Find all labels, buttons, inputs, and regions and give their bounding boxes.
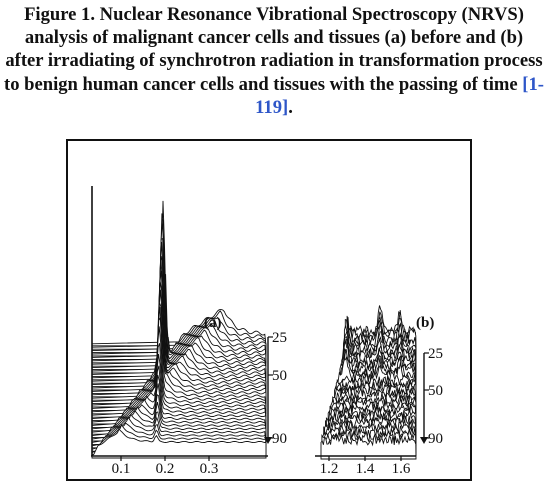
panel-b: 25 50 90 1.2 1.4 1.6 (b): [315, 305, 443, 477]
panel-b-trace: [320, 433, 417, 460]
panel-b-traces: [320, 305, 417, 460]
panel-b-depth-tick-50: 50: [428, 383, 443, 399]
panel-b-depth-arrow: [420, 437, 428, 444]
panel-b-x-tick-1.4: 1.4: [356, 461, 375, 477]
panel-a-depth-tick-90: 90: [272, 431, 287, 447]
panel-a-x-tick-0.2: 0.2: [156, 461, 175, 477]
figure-caption: Figure 1. Nuclear Resonance Vibrational …: [4, 3, 544, 119]
panel-a-depth-arrow: [264, 437, 272, 444]
caption-end: .: [288, 96, 293, 118]
caption-text: Nuclear Resonance Vibrational Spectrosco…: [4, 4, 543, 95]
panel-a-trace: [91, 219, 267, 381]
panel-a-depth-tick-25: 25: [272, 330, 287, 346]
figure-frame: 25 50 90 0.1 0.2 0.3 (a) 25 50 90: [66, 139, 472, 481]
panel-a-trace: [91, 428, 267, 459]
panel-a-trace: [91, 281, 267, 401]
panel-b-label: (b): [416, 315, 434, 331]
panel-a-x-tick-0.1: 0.1: [112, 461, 131, 477]
panel-a-trace: [91, 241, 267, 388]
panel-b-x-tick-1.2: 1.2: [320, 461, 339, 477]
panel-a-trace: [91, 213, 267, 377]
caption-label: Figure 1.: [24, 4, 96, 25]
panel-a: 25 50 90 0.1 0.2 0.3 (a): [91, 186, 287, 477]
panel-b-x-tick-1.6: 1.6: [392, 461, 411, 477]
panel-a-trace: [91, 200, 267, 374]
panel-a-trace: [91, 270, 267, 398]
panel-a-trace: [91, 237, 267, 384]
panel-b-depth-tick-90: 90: [428, 431, 443, 447]
panel-a-traces: [91, 200, 267, 459]
panel-a-label: (a): [204, 315, 222, 331]
panel-a-depth-tick-50: 50: [272, 368, 287, 384]
nrvs-figure: 25 50 90 0.1 0.2 0.3 (a) 25 50 90: [91, 186, 443, 477]
panel-a-x-tick-0.3: 0.3: [200, 461, 219, 477]
panel-b-depth-tick-25: 25: [428, 346, 443, 362]
caption-reference[interactable]: [1-119]: [255, 73, 544, 118]
